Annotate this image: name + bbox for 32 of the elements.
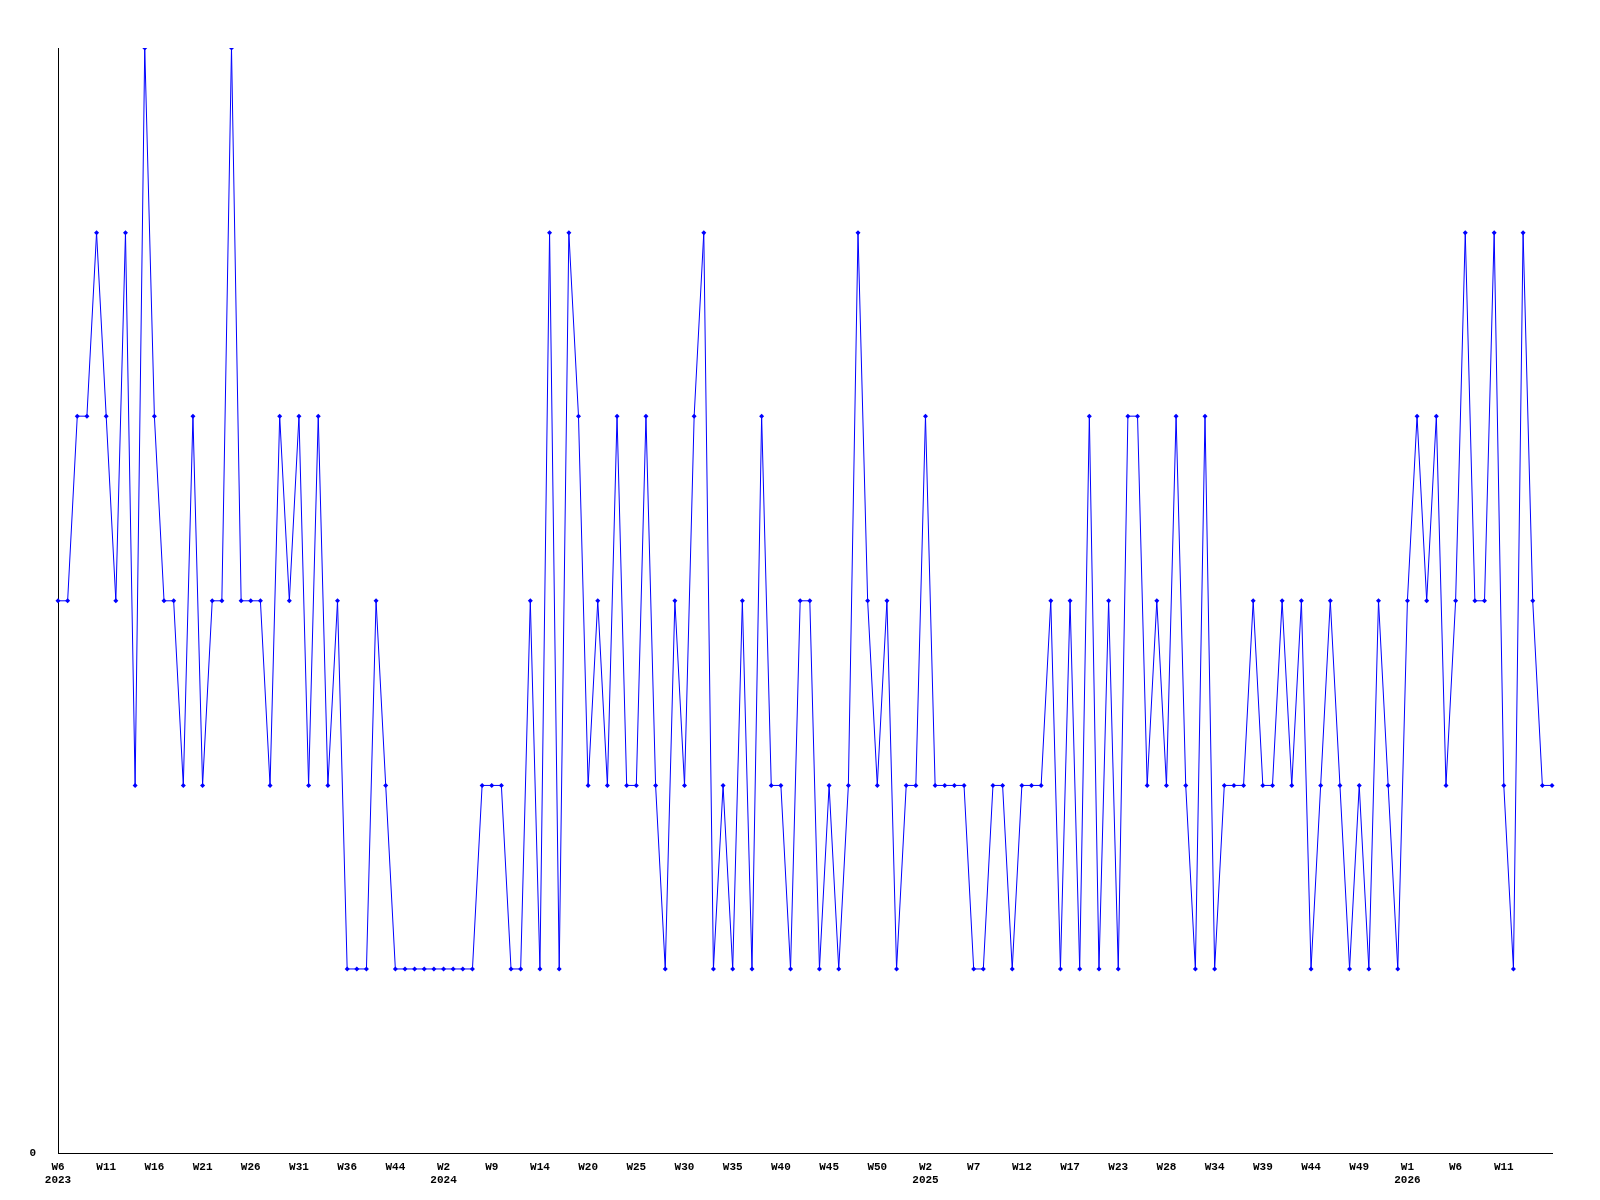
x-tick-label: W6 2023 — [44, 1160, 72, 1187]
x-tick-label: W6 — [1449, 1160, 1463, 1173]
x-tick-label: W20 — [578, 1160, 599, 1173]
x-tick-label: W25 — [626, 1160, 647, 1173]
x-tick-label: W11 — [96, 1160, 117, 1173]
x-tick-label: W34 — [1204, 1160, 1225, 1173]
x-tick-label: W23 — [1108, 1160, 1129, 1173]
x-tick-label: W45 — [819, 1160, 840, 1173]
x-tick-label: W2 2024 — [430, 1160, 458, 1187]
x-tick-label: W11 — [1493, 1160, 1515, 1173]
x-tick-label: W1 2026 — [1394, 1160, 1421, 1187]
x-tick-label: W7 — [967, 1160, 981, 1173]
x-tick-label: W44 — [1301, 1160, 1322, 1173]
x-tick-label: W28 — [1156, 1160, 1177, 1173]
text: 0 — [29, 1147, 36, 1160]
x-tick-label: W9 — [485, 1160, 499, 1173]
x-tick-label: W35 — [722, 1160, 744, 1173]
x-tick-label: W49 — [1349, 1160, 1370, 1173]
x-tick-label: W39 — [1252, 1160, 1273, 1173]
x-tick-label: W2 2025 — [912, 1160, 940, 1187]
x-tick-label: W14 — [530, 1160, 551, 1173]
x-tick-label: W21 — [192, 1160, 213, 1173]
x-tick-label: W31 — [289, 1160, 310, 1173]
x-tick-label: W30 — [674, 1160, 695, 1173]
x-tick-label: W44 — [385, 1160, 406, 1173]
x-tick-label: W12 — [1011, 1160, 1032, 1173]
x-tick-label: W26 — [240, 1160, 261, 1173]
x-tick-label: W36 — [337, 1160, 358, 1173]
x-tick-label: W50 — [867, 1160, 888, 1173]
x-tick-label: W40 — [771, 1160, 791, 1173]
x-tick-label: W16 — [144, 1160, 165, 1173]
x-tick-label: W17 — [1060, 1160, 1080, 1173]
